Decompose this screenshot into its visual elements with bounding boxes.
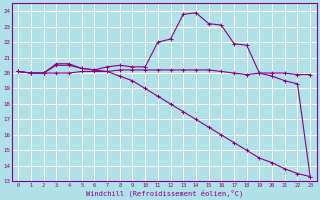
X-axis label: Windchill (Refroidissement éolien,°C): Windchill (Refroidissement éolien,°C) <box>85 189 243 197</box>
